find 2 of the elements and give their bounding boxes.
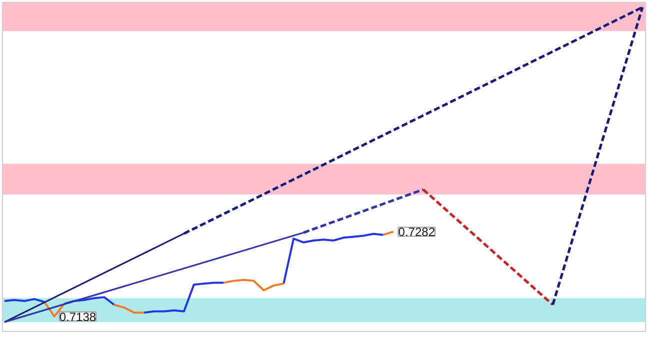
annotation: 0.7282 xyxy=(398,225,436,240)
annotation: 0.7138 xyxy=(59,310,96,324)
